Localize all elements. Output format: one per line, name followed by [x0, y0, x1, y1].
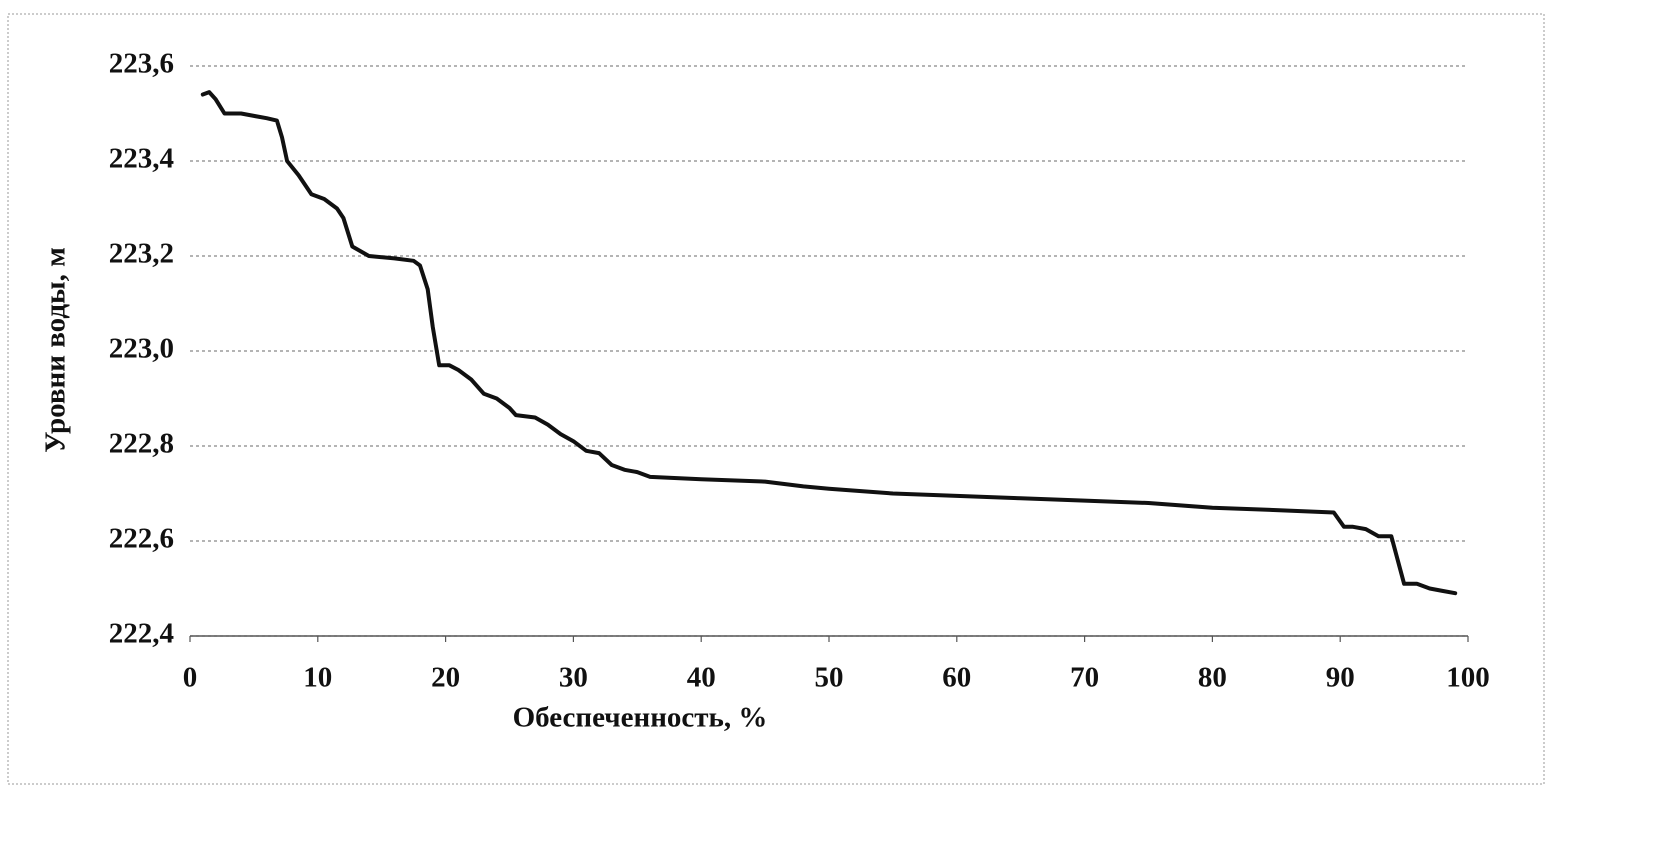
y-tick-label: 223,4 [109, 143, 174, 175]
y-tick-label: 223,2 [109, 238, 174, 270]
y-tick-label: 222,6 [109, 523, 174, 555]
y-tick-label: 223,0 [109, 333, 174, 365]
data-line [200, 90, 1458, 596]
y-tick-label: 222,4 [109, 618, 174, 650]
x-tick-label: 0 [183, 662, 198, 694]
y-tick-label: 223,6 [109, 48, 174, 80]
x-tick-label: 40 [687, 662, 716, 694]
chart-border [7, 13, 1545, 785]
y-tick-label: 222,8 [109, 428, 174, 460]
x-tick-label: 30 [559, 662, 588, 694]
x-axis-label: Обеспеченность, % [513, 702, 768, 734]
x-tick-label: 100 [1446, 662, 1490, 694]
x-tick-label: 10 [303, 662, 332, 694]
x-tick-label: 90 [1326, 662, 1355, 694]
y-axis-label: Уровни воды, м [40, 247, 72, 453]
x-tick-label: 50 [815, 662, 844, 694]
x-tick-label: 60 [942, 662, 971, 694]
x-tick-label: 70 [1070, 662, 1099, 694]
x-tick-label: 20 [431, 662, 460, 694]
x-tick-label: 80 [1198, 662, 1227, 694]
